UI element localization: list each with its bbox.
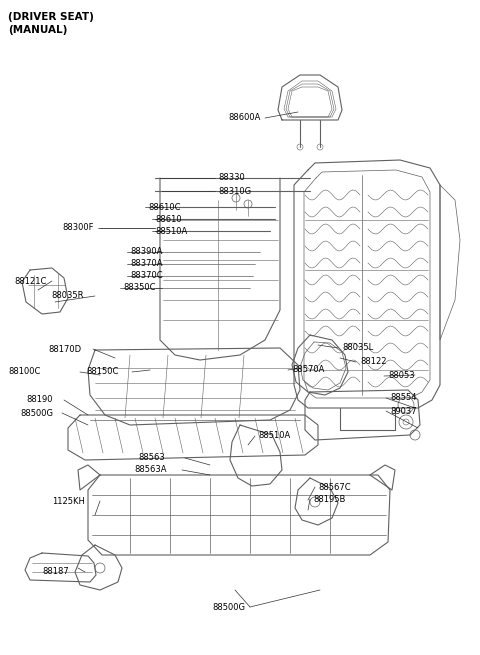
Text: 88570A: 88570A — [292, 365, 324, 375]
Text: 88122: 88122 — [360, 358, 386, 367]
Text: 88121C: 88121C — [14, 276, 47, 286]
Text: 88300F: 88300F — [62, 223, 94, 233]
Text: 88035L: 88035L — [342, 343, 373, 352]
Text: 88610: 88610 — [155, 214, 181, 223]
Text: 88500G: 88500G — [212, 603, 245, 612]
Text: 88610C: 88610C — [148, 202, 180, 212]
Text: 88100C: 88100C — [8, 367, 40, 377]
Text: 88563A: 88563A — [134, 466, 167, 474]
Text: 88567C: 88567C — [318, 483, 350, 491]
Text: 1125KH: 1125KH — [52, 496, 85, 506]
Text: 88370C: 88370C — [130, 272, 163, 280]
Text: 88150C: 88150C — [86, 367, 119, 377]
Text: 88510A: 88510A — [155, 227, 187, 236]
Text: 88510A: 88510A — [258, 432, 290, 441]
Text: 88170D: 88170D — [48, 345, 81, 354]
Text: 88350C: 88350C — [123, 284, 156, 293]
Text: (DRIVER SEAT): (DRIVER SEAT) — [8, 12, 94, 22]
Text: 88500G: 88500G — [20, 409, 53, 417]
Text: 88563: 88563 — [138, 453, 165, 462]
Text: 88330: 88330 — [218, 174, 245, 183]
Text: 88600A: 88600A — [228, 113, 260, 122]
Text: 88195B: 88195B — [313, 495, 346, 504]
Text: 88190: 88190 — [26, 396, 52, 405]
Text: 88370A: 88370A — [130, 259, 163, 269]
Text: 88035R: 88035R — [51, 291, 84, 301]
Text: 88554: 88554 — [390, 394, 417, 403]
Text: 88187: 88187 — [42, 567, 69, 576]
Text: (MANUAL): (MANUAL) — [8, 25, 67, 35]
Text: 88310G: 88310G — [218, 187, 251, 195]
Text: 88053: 88053 — [388, 371, 415, 381]
Text: 89037: 89037 — [390, 407, 417, 415]
Text: 88390A: 88390A — [130, 248, 162, 257]
